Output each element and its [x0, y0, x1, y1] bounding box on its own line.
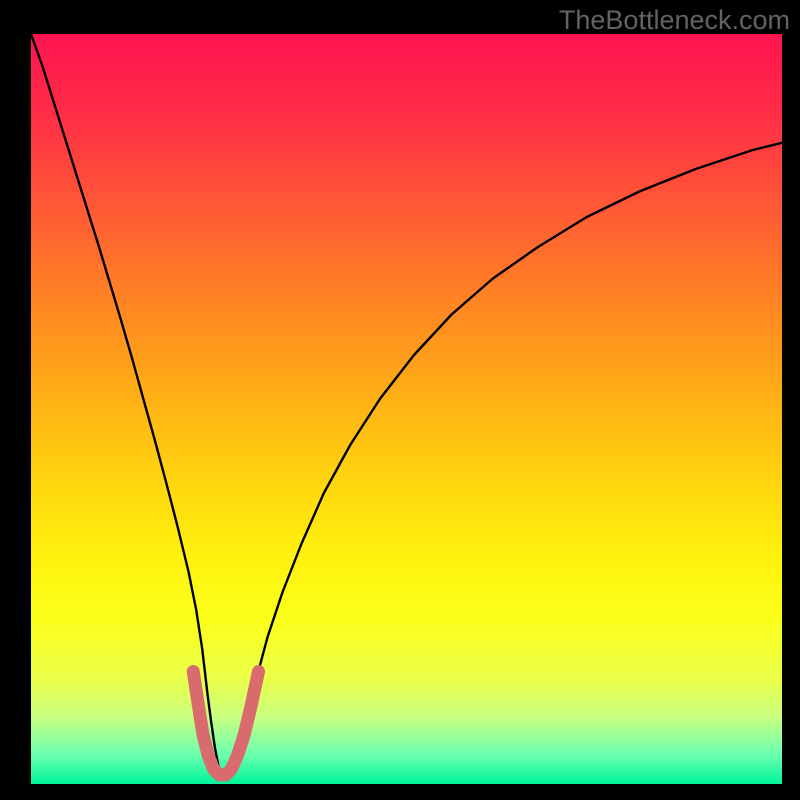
watermark-text: TheBottleneck.com: [559, 5, 790, 36]
chart-background: [31, 34, 782, 784]
bottleneck-chart: [31, 34, 782, 784]
